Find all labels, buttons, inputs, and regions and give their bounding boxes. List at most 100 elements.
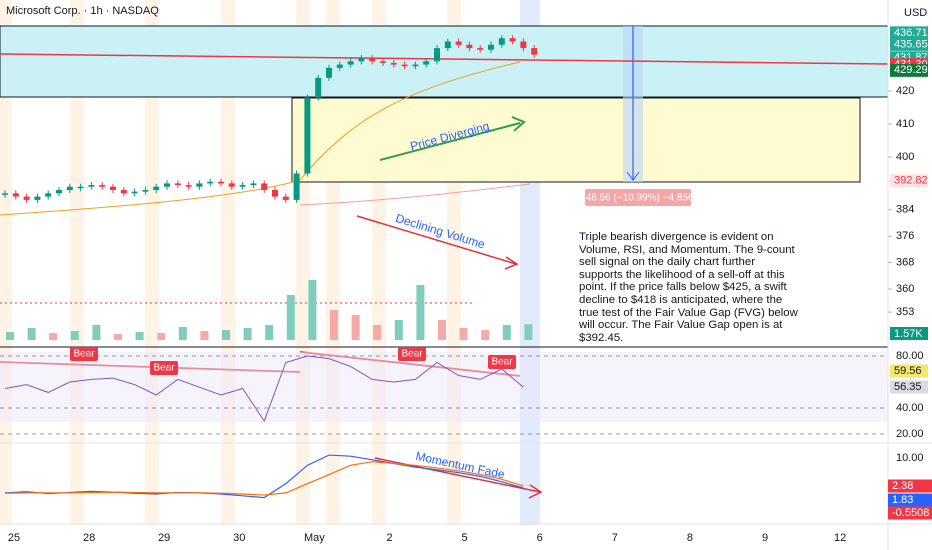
candle [401, 64, 408, 67]
moving-average-long [299, 183, 531, 206]
candle [120, 190, 127, 194]
annotation-arrowhead [504, 256, 519, 270]
price-tag [890, 26, 928, 40]
rsi-tag-label: 59.56 [894, 365, 922, 377]
y-tick-label: 368 [896, 257, 914, 269]
y-tick-label: 410 [896, 118, 914, 130]
candle [455, 41, 462, 45]
candle [196, 183, 203, 187]
measure-arrow [626, 171, 640, 181]
x-tick-label: 6 [537, 532, 543, 544]
y-tick-label: 420 [896, 85, 914, 97]
x-tick-label: 2 [386, 532, 392, 544]
macd-tag [888, 506, 932, 520]
candle [250, 183, 257, 186]
x-tick-label: 29 [158, 532, 170, 544]
candle [390, 62, 397, 65]
volume-bar [438, 320, 446, 340]
bear-label: Bear [73, 349, 95, 360]
volume-bar [6, 332, 14, 340]
candle [498, 38, 505, 45]
x-tick-label: 7 [612, 532, 618, 544]
volume-bar [351, 315, 360, 340]
candle [131, 191, 138, 194]
macd-tag-label: 1.83 [892, 494, 913, 506]
bear-label: Bear [401, 349, 423, 360]
supply-zone [0, 25, 889, 98]
candle [444, 41, 451, 49]
candle [369, 58, 376, 62]
candle [412, 64, 419, 67]
volume-bar [70, 331, 79, 340]
candle [23, 196, 30, 200]
volume-tag [890, 327, 928, 340]
candle [218, 181, 224, 184]
candle [358, 58, 365, 62]
candle [434, 48, 440, 62]
volume-bar [265, 325, 274, 340]
x-tick-label: 28 [83, 532, 95, 544]
x-tick-label: 8 [687, 532, 693, 544]
macd-tick-label: 10.00 [896, 452, 924, 464]
candle [272, 190, 278, 197]
candle [261, 183, 268, 190]
candle [228, 183, 235, 187]
bear-signal [488, 355, 516, 369]
moving-average [0, 61, 521, 216]
x-tick-label: 25 [8, 532, 20, 544]
price-tag [890, 174, 928, 188]
volume-bar [416, 285, 425, 340]
rsi-tick-label: 80.00 [896, 350, 924, 362]
x-tick-label: 9 [762, 532, 768, 544]
macd-tag [888, 479, 932, 493]
y-tick-label: 384 [896, 204, 914, 216]
price-tag [890, 63, 928, 77]
candle [56, 190, 62, 194]
candle [88, 185, 95, 187]
y-tick-label: 353 [896, 306, 914, 318]
annotation-arrow [356, 215, 517, 265]
rsi-tag [890, 364, 928, 378]
y-tick-label: 400 [896, 151, 914, 163]
annotation-arrow [379, 122, 521, 161]
volume-bar [92, 325, 101, 340]
volume-bar [330, 310, 338, 340]
candle [174, 183, 181, 186]
volume-bar [286, 295, 295, 340]
volume-bar [114, 334, 122, 340]
volume-bar [502, 325, 511, 340]
candle [336, 64, 343, 68]
volume-bar [27, 328, 36, 340]
volume-bar [49, 333, 58, 340]
macd-signal [4, 461, 524, 496]
candle [99, 185, 106, 187]
candle [520, 41, 527, 49]
price-tag-label: 435.65 [894, 38, 928, 50]
candle [488, 44, 494, 50]
volume-bar [481, 330, 490, 340]
rsi-tag [890, 380, 928, 394]
price-tag [890, 37, 928, 51]
y-tick-label: 376 [896, 230, 914, 242]
bear-signal [70, 347, 98, 361]
bear-signal [398, 347, 426, 361]
rsi-tick-label: 20.00 [896, 428, 924, 440]
candle [423, 61, 430, 65]
volume-bar [222, 330, 230, 340]
volume-bar [135, 332, 144, 340]
bear-signal [150, 361, 178, 375]
measure-label: -48.56 (−10.99%) −4,856 [582, 193, 694, 204]
candle [66, 186, 73, 190]
volume-bar [524, 324, 533, 340]
volume-bar [308, 280, 317, 340]
price-tag-label: 392.82 [894, 175, 928, 187]
x-tick-label: 12 [834, 532, 846, 544]
rsi-band [0, 352, 888, 422]
candle [207, 181, 214, 184]
volume-bar [459, 328, 468, 340]
fair-value-gap [291, 97, 861, 183]
candle [293, 173, 300, 200]
volume-bar [157, 333, 166, 340]
macd-tag-label: 2.38 [892, 480, 913, 492]
